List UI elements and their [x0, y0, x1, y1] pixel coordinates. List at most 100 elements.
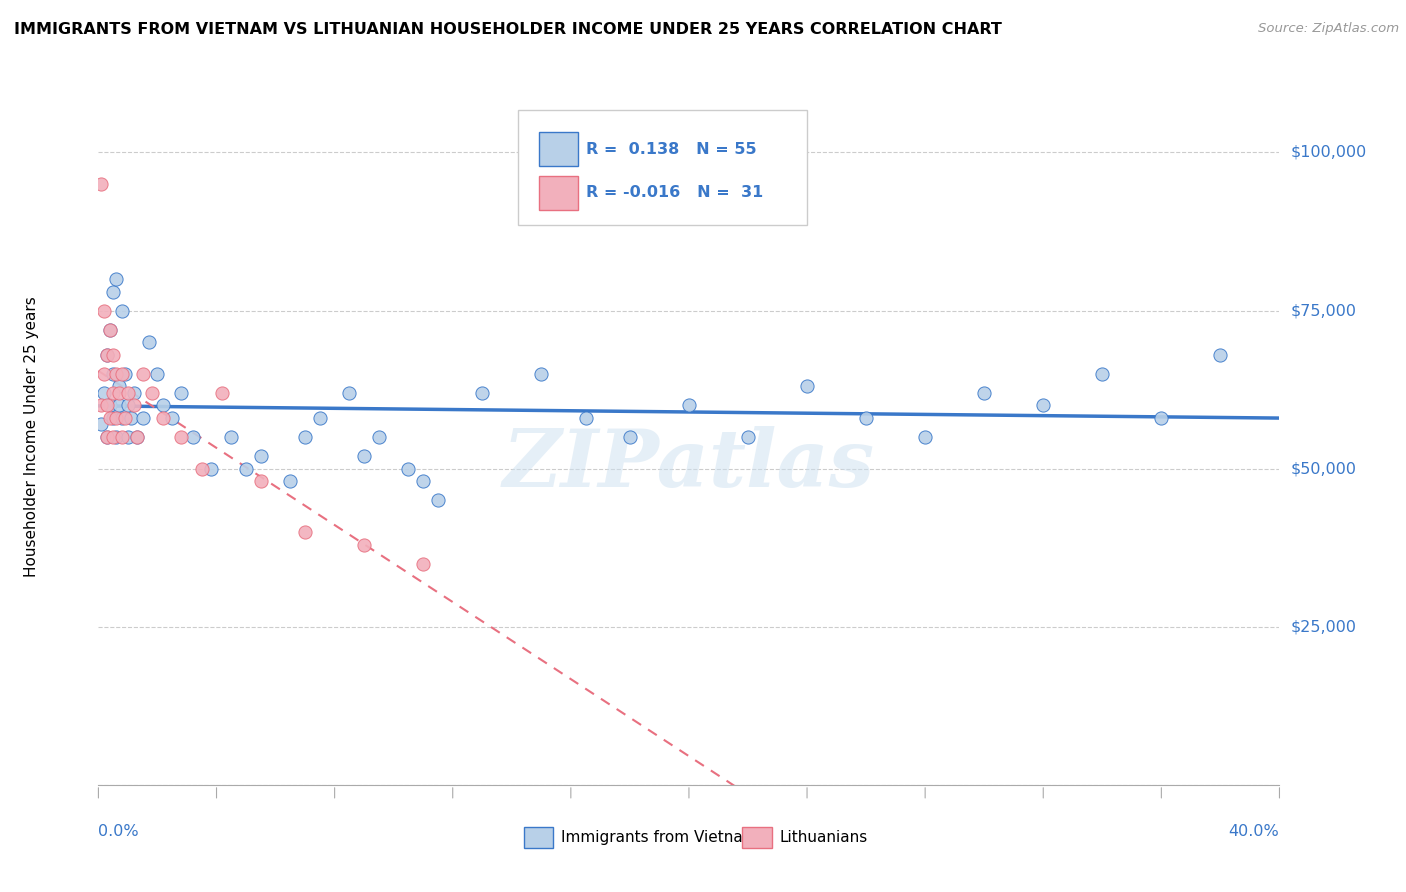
Text: $75,000: $75,000	[1291, 303, 1357, 318]
Point	[103, 348, 125, 362]
Point	[138, 335, 160, 350]
Point	[125, 430, 148, 444]
Point	[96, 348, 118, 362]
Point	[105, 430, 128, 444]
Text: $50,000: $50,000	[1291, 461, 1357, 476]
Point	[575, 411, 598, 425]
Point	[93, 367, 115, 381]
Point	[353, 538, 375, 552]
Point	[412, 557, 434, 571]
Point	[280, 475, 302, 489]
Point	[235, 461, 257, 475]
Point	[1091, 367, 1114, 381]
FancyBboxPatch shape	[517, 110, 807, 225]
Point	[200, 461, 222, 475]
Point	[162, 411, 183, 425]
Text: 0.0%: 0.0%	[98, 824, 139, 838]
Point	[141, 385, 163, 400]
Point	[125, 430, 148, 444]
Point	[170, 385, 193, 400]
Point	[221, 430, 243, 444]
Text: ZIPatlas: ZIPatlas	[503, 426, 875, 504]
Point	[90, 417, 112, 432]
Point	[98, 411, 121, 425]
Point	[973, 385, 995, 400]
Text: $100,000: $100,000	[1291, 145, 1367, 160]
Point	[796, 379, 818, 393]
Point	[96, 430, 118, 444]
Point	[181, 430, 204, 444]
Point	[122, 399, 145, 413]
Point	[103, 367, 125, 381]
Point	[111, 430, 134, 444]
Text: 40.0%: 40.0%	[1229, 824, 1279, 838]
Point	[132, 411, 155, 425]
Point	[1150, 411, 1173, 425]
Point	[98, 399, 121, 413]
Point	[471, 385, 494, 400]
Point	[678, 399, 700, 413]
Point	[170, 430, 193, 444]
Point	[114, 367, 136, 381]
Point	[117, 385, 139, 400]
Text: R =  0.138   N = 55: R = 0.138 N = 55	[586, 142, 756, 156]
Text: R = -0.016   N =  31: R = -0.016 N = 31	[586, 186, 763, 201]
Point	[530, 367, 553, 381]
Point	[353, 449, 375, 463]
Point	[122, 385, 145, 400]
Point	[108, 399, 131, 413]
FancyBboxPatch shape	[523, 827, 553, 847]
Point	[191, 461, 214, 475]
Point	[211, 385, 233, 400]
Point	[120, 411, 142, 425]
FancyBboxPatch shape	[742, 827, 772, 847]
Point	[250, 449, 273, 463]
Point	[108, 385, 131, 400]
Point	[103, 285, 125, 299]
Point	[108, 379, 131, 393]
Point	[132, 367, 155, 381]
Point	[427, 493, 450, 508]
Point	[146, 367, 169, 381]
Point	[96, 348, 118, 362]
Point	[96, 430, 118, 444]
Point	[398, 461, 420, 475]
Point	[103, 385, 125, 400]
Point	[96, 399, 118, 413]
Point	[114, 411, 136, 425]
FancyBboxPatch shape	[538, 177, 578, 210]
Point	[1032, 399, 1054, 413]
Point	[855, 411, 877, 425]
Point	[294, 524, 316, 539]
Point	[111, 303, 134, 318]
Point	[152, 399, 174, 413]
Point	[93, 303, 115, 318]
FancyBboxPatch shape	[538, 132, 578, 166]
Point	[111, 411, 134, 425]
Point	[619, 430, 641, 444]
Point	[339, 385, 361, 400]
Point	[105, 272, 128, 286]
Point	[737, 430, 759, 444]
Point	[250, 475, 273, 489]
Point	[152, 411, 174, 425]
Point	[98, 322, 121, 336]
Text: Householder Income Under 25 years: Householder Income Under 25 years	[24, 297, 39, 577]
Point	[368, 430, 391, 444]
Point	[117, 430, 139, 444]
Point	[93, 385, 115, 400]
Point	[103, 430, 125, 444]
Point	[98, 322, 121, 336]
Text: $25,000: $25,000	[1291, 619, 1357, 634]
Point	[105, 367, 128, 381]
Text: Immigrants from Vietnam: Immigrants from Vietnam	[561, 830, 758, 845]
Point	[914, 430, 936, 444]
Point	[412, 475, 434, 489]
Point	[105, 411, 128, 425]
Point	[111, 367, 134, 381]
Text: Source: ZipAtlas.com: Source: ZipAtlas.com	[1258, 22, 1399, 36]
Text: Lithuanians: Lithuanians	[780, 830, 868, 845]
Text: IMMIGRANTS FROM VIETNAM VS LITHUANIAN HOUSEHOLDER INCOME UNDER 25 YEARS CORRELAT: IMMIGRANTS FROM VIETNAM VS LITHUANIAN HO…	[14, 22, 1002, 37]
Point	[103, 411, 125, 425]
Point	[90, 399, 112, 413]
